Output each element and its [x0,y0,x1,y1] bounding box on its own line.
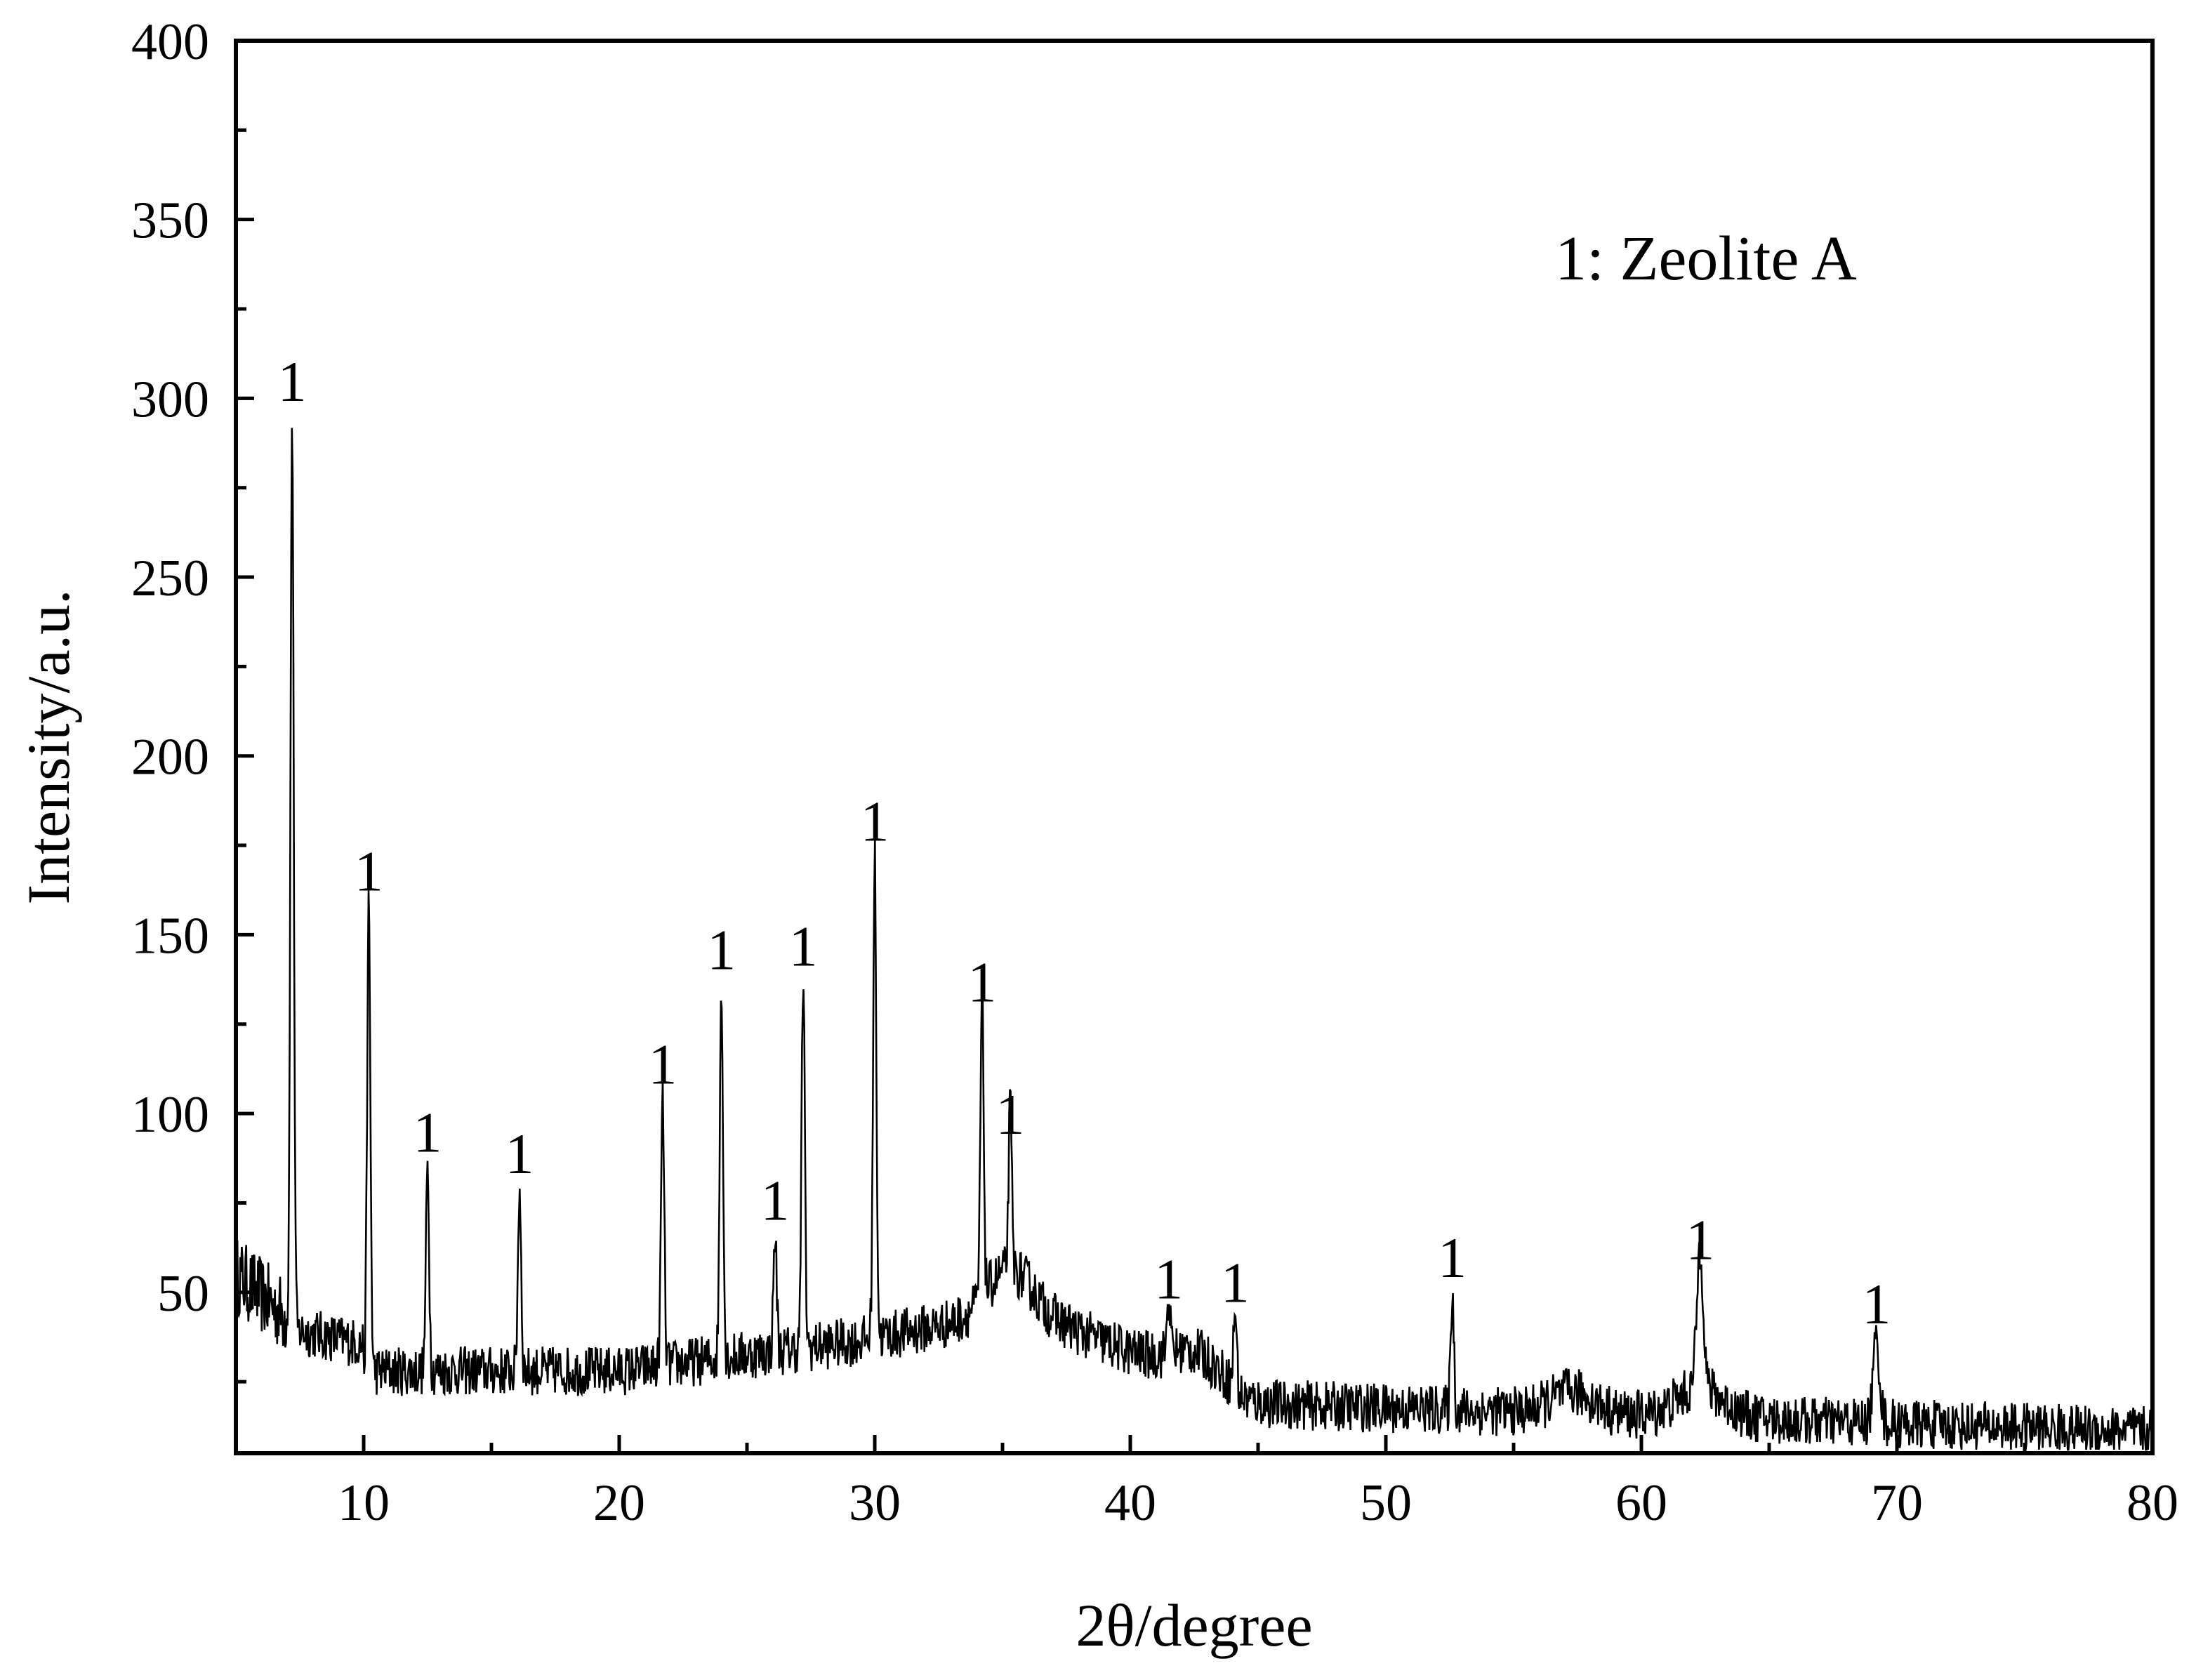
y-axis-label: Intensity/a.u. [15,589,82,904]
peak-label: 1 [1154,1247,1183,1311]
y-tick-label: 400 [131,13,209,71]
y-tick-label: 350 [131,192,209,250]
peak-label: 1 [996,1083,1024,1146]
peak-label: 1 [861,789,889,853]
x-tick-label: 10 [338,1474,390,1532]
y-axis: 50 100 150 200 250 300 350 400 [131,13,254,1384]
x-axis-label: 2θ/degree [1076,1592,1312,1659]
y-tick-label: 100 [131,1086,209,1144]
peak-label: 1 [1862,1272,1891,1336]
x-tick-label: 30 [849,1474,901,1532]
legend-text: 1: Zeolite A [1555,224,1857,293]
peak-label: 1 [505,1122,534,1186]
peak-label: 1 [761,1168,790,1232]
x-tick-label: 40 [1104,1474,1156,1532]
peak-label: 1 [355,840,383,904]
peak-label: 1 [414,1101,442,1165]
x-tick-label: 50 [1360,1474,1412,1532]
x-tick-label: 60 [1615,1474,1667,1532]
peak-label: 1 [707,918,736,982]
peak-label: 1 [1686,1208,1714,1271]
peak-label: 1 [789,915,818,979]
peak-label: 1 [648,1033,677,1097]
xrd-trace [234,428,2154,1451]
x-tick-label: 80 [2126,1474,2178,1532]
y-tick-label: 50 [157,1265,209,1323]
y-tick-label: 250 [131,550,209,607]
peak-label: 1 [1221,1250,1250,1314]
x-tick-label: 70 [1871,1474,1923,1532]
diffraction-pattern [234,428,2154,1451]
y-tick-label: 300 [131,371,209,428]
peak-label: 1 [278,350,307,414]
x-axis: 10 20 30 40 50 60 70 80 [234,1435,2178,1532]
peak-label: 1 [1438,1226,1467,1290]
peak-label: 1 [967,951,996,1014]
x-tick-label: 20 [593,1474,645,1532]
plot-frame [234,39,2155,1455]
y-tick-label: 150 [131,907,209,965]
y-tick-label: 200 [131,729,209,786]
